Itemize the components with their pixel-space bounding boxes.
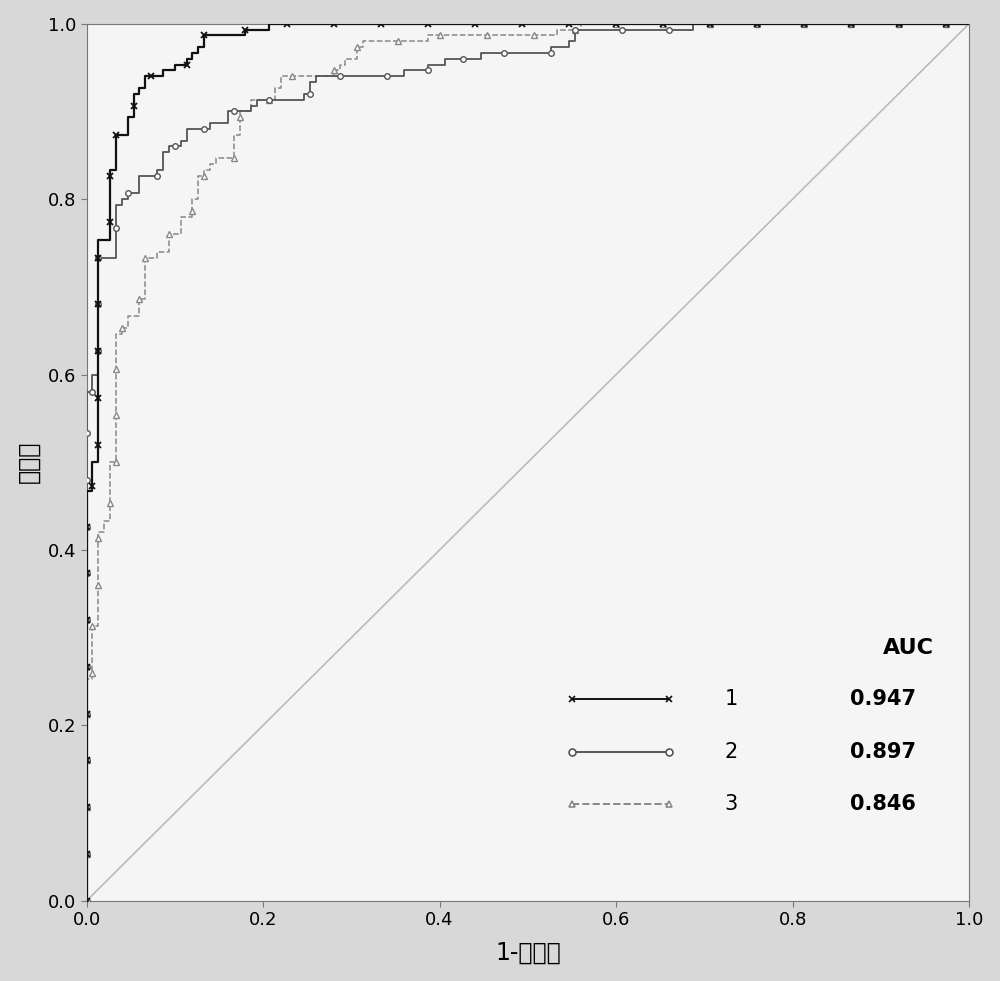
Text: 3: 3 bbox=[724, 795, 737, 814]
X-axis label: 1-特异性: 1-特异性 bbox=[495, 941, 561, 964]
Y-axis label: 敏感性: 敏感性 bbox=[17, 441, 41, 484]
Text: 0.846: 0.846 bbox=[850, 795, 916, 814]
Text: 1: 1 bbox=[724, 689, 737, 709]
Text: 2: 2 bbox=[724, 742, 737, 761]
Text: 0.897: 0.897 bbox=[850, 742, 916, 761]
Text: 0.947: 0.947 bbox=[850, 689, 916, 709]
Text: AUC: AUC bbox=[883, 638, 934, 657]
